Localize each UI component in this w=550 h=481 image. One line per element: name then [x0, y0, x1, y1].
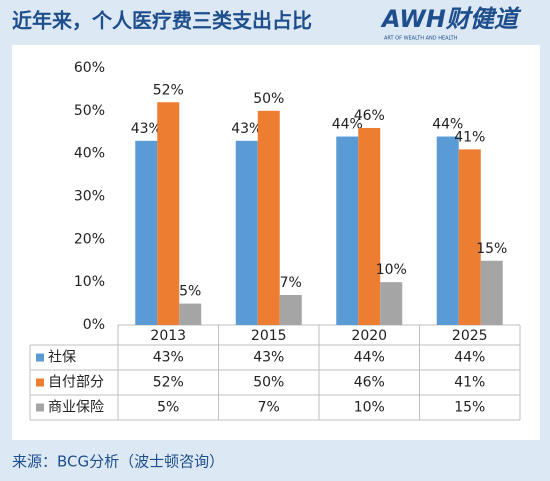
- table-cell: 50%: [253, 375, 284, 391]
- legend-key: [36, 353, 44, 362]
- data-label: 15%: [476, 241, 507, 257]
- legend-key: [36, 403, 44, 412]
- x-tick-label: 2015: [251, 328, 287, 344]
- bar: [257, 110, 280, 325]
- table-cell: 43%: [253, 350, 284, 366]
- bar: [157, 102, 180, 326]
- data-label: 43%: [131, 121, 162, 137]
- bar: [279, 295, 302, 325]
- table-cell: 43%: [153, 350, 184, 366]
- legend-key: [36, 378, 44, 387]
- data-label: 50%: [253, 91, 284, 107]
- table-cell: 41%: [454, 375, 485, 391]
- y-tick-label: 0%: [83, 317, 105, 333]
- table-lines: [29, 324, 521, 421]
- bar: [235, 140, 258, 325]
- table-cell: 44%: [354, 350, 385, 366]
- data-label: 5%: [179, 284, 201, 300]
- data-label: 44%: [332, 117, 363, 133]
- table-cell: 15%: [454, 400, 485, 416]
- data-label: 52%: [153, 82, 184, 98]
- data-label: 43%: [231, 121, 262, 137]
- logo: AWH财健道: [380, 5, 522, 33]
- table-cell: 44%: [454, 350, 485, 366]
- legend-label: 商业保险: [48, 400, 104, 416]
- table-cell: 52%: [153, 375, 184, 391]
- bar: [458, 149, 481, 325]
- bar: [179, 303, 202, 325]
- table-cell: 46%: [354, 375, 385, 391]
- data-label: 46%: [354, 108, 385, 124]
- data-label: 41%: [454, 129, 485, 145]
- title: 近年来，个人医疗费三类支出占比: [12, 9, 312, 33]
- y-tick-label: 20%: [74, 231, 105, 247]
- data-label: 7%: [280, 275, 302, 291]
- bar: [358, 127, 381, 325]
- table-cell: 7%: [258, 400, 280, 416]
- y-tick-label: 50%: [74, 103, 105, 119]
- y-tick-label: 30%: [74, 189, 105, 205]
- bar: [436, 136, 459, 325]
- data-label: 10%: [376, 262, 407, 278]
- bar: [336, 136, 359, 325]
- y-tick-label: 40%: [74, 146, 105, 162]
- table-cell: 10%: [354, 400, 385, 416]
- y-tick-label: 60%: [74, 60, 105, 76]
- table-cell: 5%: [157, 400, 179, 416]
- bar: [135, 140, 158, 325]
- legend-label: 社保: [48, 350, 76, 366]
- y-tick-label: 10%: [74, 274, 105, 290]
- bar: [480, 260, 503, 325]
- source: 来源：BCG分析（波士顿咨询）: [12, 453, 224, 471]
- data-label: 44%: [432, 117, 463, 133]
- bar: [380, 282, 403, 325]
- legend-label: 自付部分: [48, 375, 104, 391]
- logo-tagline: ART OF WEALTH AND HEALTH: [384, 36, 458, 42]
- x-tick-label: 2020: [351, 328, 387, 344]
- x-tick-label: 2013: [150, 328, 186, 344]
- x-tick-label: 2025: [452, 328, 488, 344]
